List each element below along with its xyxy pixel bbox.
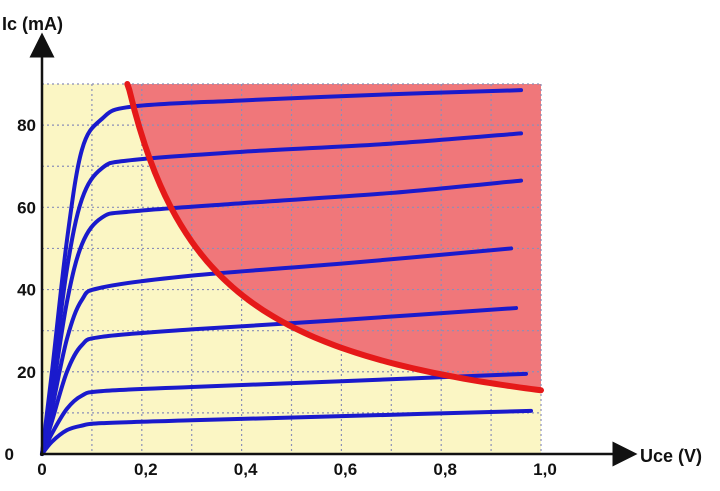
y-tick-label: 20 bbox=[17, 363, 36, 382]
characteristic-curve-7 bbox=[40, 88, 524, 456]
characteristic-curves bbox=[40, 88, 534, 456]
characteristic-curve-5 bbox=[40, 178, 524, 456]
x-tick-label: 0,2 bbox=[134, 460, 158, 479]
x-tick-label: 0 bbox=[37, 460, 46, 479]
max-power-curve bbox=[124, 81, 544, 394]
characteristic-curve-3 bbox=[40, 306, 519, 456]
x-tick-label: 0,6 bbox=[334, 460, 358, 479]
tick-labels: 0 0,2 0,4 0,6 0,8 1,0 0 20 40 60 80 bbox=[5, 116, 557, 479]
x-axis-label: Uce (V) bbox=[640, 446, 702, 466]
y-tick-label: 0 bbox=[5, 445, 14, 464]
characteristic-curve-4 bbox=[40, 246, 514, 456]
x-tick-label: 1,0 bbox=[533, 460, 557, 479]
y-tick-label: 60 bbox=[17, 198, 36, 217]
y-tick-label: 80 bbox=[17, 116, 36, 135]
axes bbox=[29, 32, 638, 467]
characteristic-curve-2 bbox=[40, 371, 529, 456]
y-axis-label: Ic (mA) bbox=[2, 14, 63, 34]
characteristic-curve-1 bbox=[40, 408, 534, 456]
y-tick-label: 40 bbox=[17, 281, 36, 300]
x-tick-label: 0,8 bbox=[433, 460, 457, 479]
power-hyperbola bbox=[124, 81, 544, 394]
x-tick-label: 0,4 bbox=[234, 460, 258, 479]
